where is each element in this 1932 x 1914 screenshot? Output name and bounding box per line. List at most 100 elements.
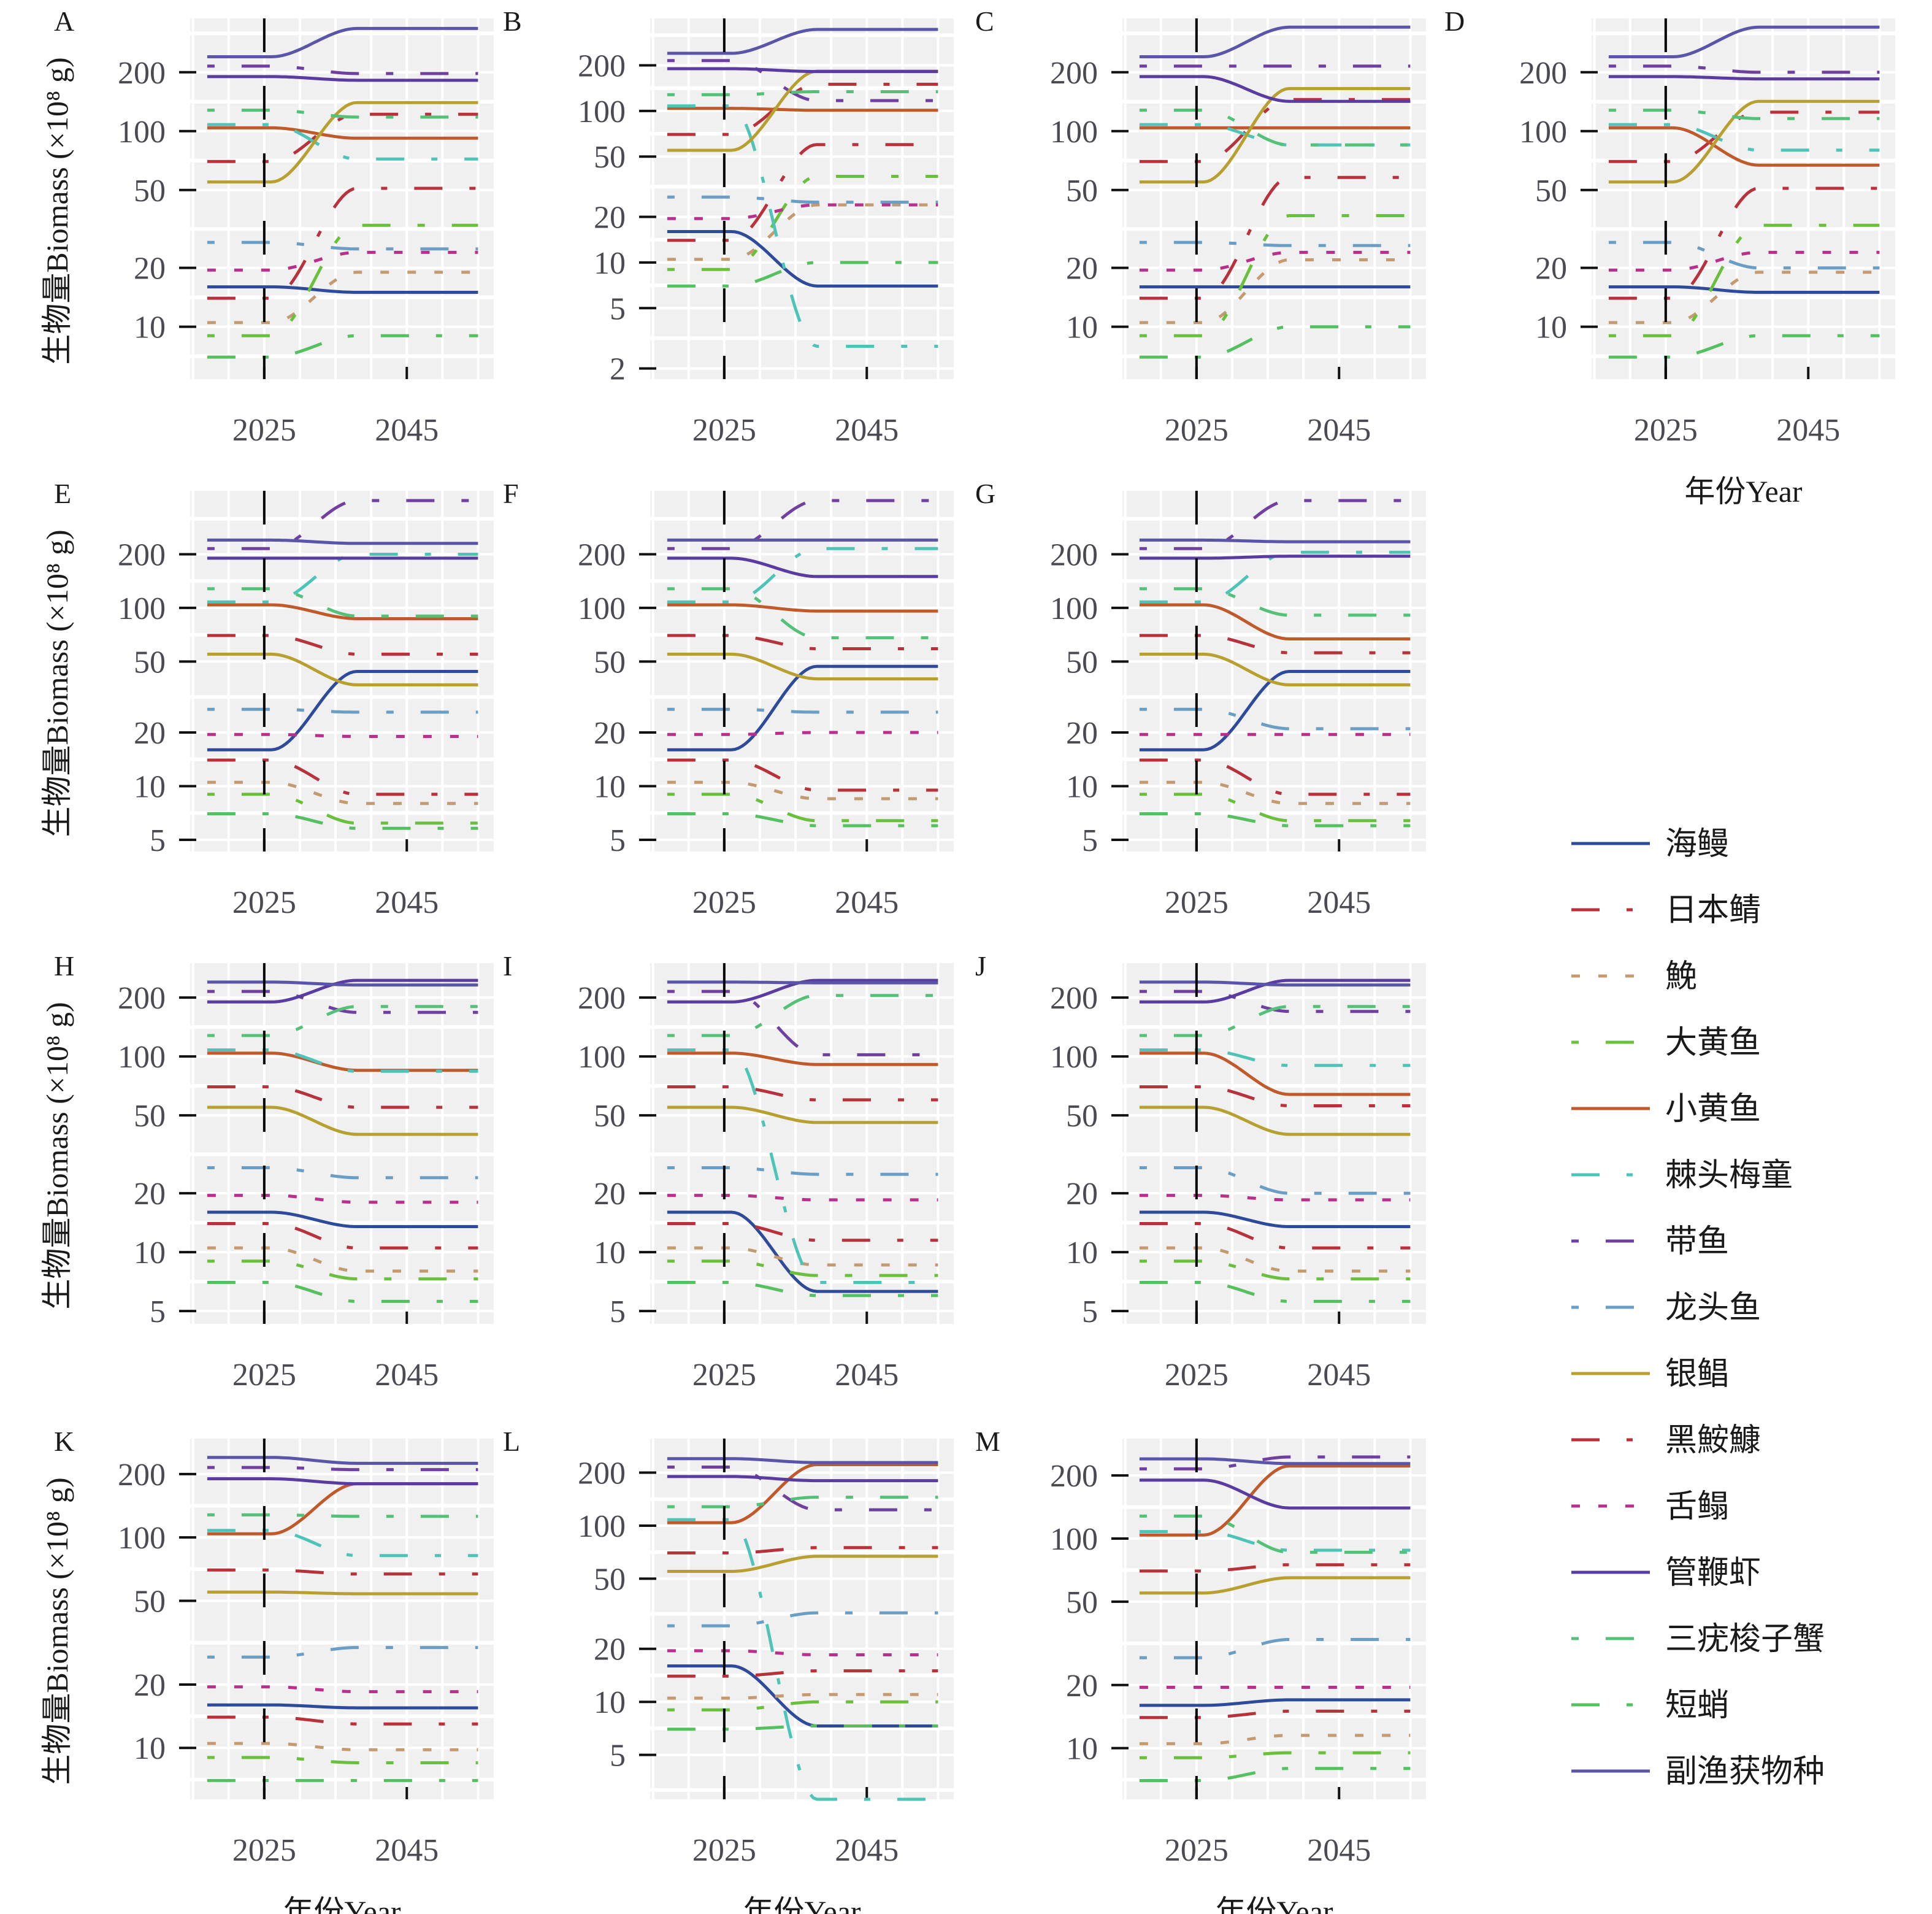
series-hairtail	[207, 990, 478, 1014]
series-large_yellow	[667, 793, 938, 823]
series-small_yellow	[1139, 1464, 1411, 1537]
y-tick-label: 10	[594, 769, 626, 804]
y-tick-label: 100	[578, 94, 626, 129]
y-tick-label: 100	[578, 1040, 626, 1075]
panel-label: A	[54, 6, 74, 37]
panel-M: 10 20 50 100 200 2025 2045 M 年份Year	[975, 1426, 1426, 1914]
x-axis-title: 年份Year	[1684, 474, 1802, 509]
series-crab	[667, 994, 938, 1037]
series-crab	[667, 1496, 938, 1509]
series-bombay	[1139, 240, 1411, 247]
legend-label: 小黄鱼	[1665, 1092, 1761, 1127]
series-hairtail	[207, 1466, 478, 1472]
plot-background	[650, 1439, 954, 1799]
series-large_yellow	[207, 1259, 478, 1281]
y-axis-title: 生物量Biomass (×10⁸ g)	[40, 529, 74, 837]
series-shrimp	[207, 978, 478, 1004]
x-tick-label: 2045	[375, 885, 439, 920]
series-bycatch	[207, 538, 478, 545]
series-croaker_m	[207, 1742, 478, 1751]
y-tick-label: 10	[1066, 1236, 1098, 1270]
y-tick-label: 5	[610, 1294, 626, 1329]
y-tick-label: 5	[610, 1739, 626, 1774]
series-conger	[207, 1703, 478, 1710]
panel-A: 10 20 50 100 200 2025 2045 A 生物量Biomass (×10⁸ g)	[40, 6, 494, 448]
y-tick-label: 200	[118, 537, 166, 572]
series-bombay	[667, 707, 938, 714]
y-tick-label: 100	[118, 115, 166, 150]
x-tick-label: 2025	[1165, 413, 1229, 448]
series-large_yellow	[1139, 214, 1411, 337]
series-croaker_m	[1139, 1246, 1411, 1273]
legend-item-shrimp: 管鞭虾	[1571, 1556, 1761, 1591]
series-pomfret	[207, 1105, 478, 1136]
panel-C: 10 20 50 100 200 2025 2045 C	[975, 6, 1426, 448]
y-tick-label: 2	[610, 352, 626, 387]
y-tick-label: 100	[118, 1040, 166, 1075]
y-tick-label: 50	[1535, 174, 1567, 209]
y-tick-label: 20	[1066, 1669, 1098, 1704]
series-anglerfish	[207, 758, 478, 796]
series-tonguefish	[667, 1649, 938, 1656]
series-small_yellow	[207, 126, 478, 140]
series-croaker_m	[667, 1693, 938, 1700]
series-bombay	[667, 1166, 938, 1176]
series-pomfret	[1608, 99, 1880, 184]
y-tick-label: 10	[134, 310, 166, 345]
legend-item-bombay: 龙头鱼	[1571, 1291, 1761, 1326]
series-bycatch	[667, 28, 938, 55]
panel-label: L	[503, 1426, 520, 1457]
y-tick-label: 100	[1050, 115, 1098, 150]
series-hairtail	[667, 499, 938, 550]
series-croaker_m	[207, 1246, 478, 1273]
y-tick-label: 50	[1066, 1585, 1098, 1620]
series-pomfret	[667, 1555, 938, 1573]
x-axis-title: 年份Year	[1215, 1894, 1333, 1914]
series-hairtail	[667, 990, 938, 1056]
y-tick-label: 10	[134, 769, 166, 804]
panel-label: H	[54, 950, 74, 982]
x-tick-label: 2025	[692, 1358, 756, 1393]
series-bycatch	[207, 1456, 478, 1465]
series-bombay	[1139, 1638, 1411, 1659]
panel-E: 5 10 20 50 100 200 2025 2045 E 生物量Biomass (×10⁸ g…	[40, 478, 494, 920]
series-conger	[207, 670, 478, 751]
y-tick-label: 50	[134, 1584, 166, 1619]
legend-item-pomfret: 银鲳	[1571, 1357, 1729, 1392]
panel-label: C	[975, 6, 994, 37]
series-shrimp	[1608, 75, 1880, 81]
legend-item-octopus: 短蛸	[1571, 1688, 1729, 1723]
legend-item-mackerel: 日本鲭	[1571, 893, 1761, 928]
x-tick-label: 2025	[1165, 1833, 1229, 1868]
series-tonguefish	[667, 731, 938, 736]
legend-label: 黑鮟鱇	[1665, 1423, 1761, 1458]
series-pomfret	[667, 652, 938, 681]
series-crab	[207, 587, 478, 618]
x-tick-label: 2045	[835, 1833, 899, 1868]
series-shrimp	[1139, 555, 1411, 560]
legend-label: 管鞭虾	[1665, 1556, 1761, 1591]
series-conger	[1608, 285, 1880, 294]
y-tick-label: 50	[1066, 1099, 1098, 1134]
y-tick-label: 200	[1050, 56, 1098, 91]
legend-item-crab: 三疣梭子蟹	[1571, 1622, 1825, 1657]
legend-item-anglerfish: 黑鮟鱇	[1571, 1423, 1761, 1458]
y-tick-label: 20	[134, 1668, 166, 1703]
y-tick-label: 20	[594, 201, 626, 236]
panel-label: D	[1444, 6, 1465, 37]
panel-J: 5 10 20 50 100 200 2025 2045 J	[975, 950, 1426, 1393]
series-bombay	[667, 1611, 938, 1628]
series-small_yellow	[1139, 603, 1411, 640]
x-tick-label: 2045	[375, 413, 439, 448]
series-conger	[1139, 1210, 1411, 1228]
series-pomfret	[1139, 652, 1411, 686]
legend-label: 带鱼	[1665, 1224, 1729, 1259]
y-tick-label: 5	[1082, 1294, 1098, 1329]
y-tick-label: 10	[1535, 310, 1567, 345]
series-anglerfish	[1608, 186, 1880, 300]
x-tick-label: 2045	[835, 413, 899, 448]
y-tick-label: 50	[594, 1562, 626, 1597]
series-large_yellow	[207, 223, 478, 337]
series-bycatch	[207, 26, 478, 58]
